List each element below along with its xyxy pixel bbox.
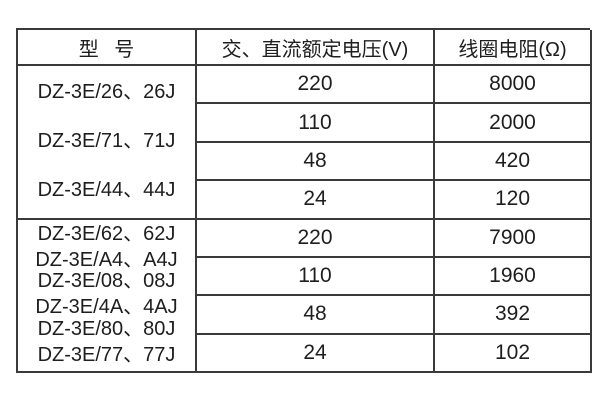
resistance-cell: 120 bbox=[435, 181, 592, 220]
voltage-cell: 48 bbox=[197, 142, 435, 182]
voltage-cell: 48 bbox=[197, 296, 435, 335]
model-name: DZ-3E/80、80J bbox=[37, 318, 176, 341]
model-name-pair: DZ-3E/A4、A4J DZ-3E/08、08J bbox=[35, 248, 178, 293]
model-name: DZ-3E/77、77J bbox=[37, 344, 176, 367]
voltage-cell: 24 bbox=[197, 334, 435, 373]
resistance-cell: 420 bbox=[435, 142, 592, 182]
model-name: DZ-3E/08、08J bbox=[37, 270, 176, 293]
resistance-cell: 2000 bbox=[435, 104, 592, 143]
voltage-cell: 220 bbox=[197, 66, 435, 105]
model-name: DZ-3E/A4、A4J bbox=[35, 248, 178, 271]
header-model: 型 号 bbox=[18, 30, 197, 66]
resistance-cell: 392 bbox=[435, 296, 592, 335]
voltage-cell: 24 bbox=[197, 181, 435, 220]
resistance-cell: 7900 bbox=[435, 219, 592, 258]
model-name: DZ-3E/44、44J bbox=[37, 179, 176, 202]
voltage-cell: 110 bbox=[197, 104, 435, 143]
relay-spec-table: 型 号 交、直流额定电压(V) 线圈电阻(Ω) DZ-3E/26、26J DZ-… bbox=[16, 28, 592, 373]
voltage-cell: 110 bbox=[197, 257, 435, 297]
model-name: DZ-3E/62、62J bbox=[37, 222, 176, 245]
resistance-cell: 102 bbox=[435, 334, 592, 373]
model-group-2: DZ-3E/62、62J DZ-3E/A4、A4J DZ-3E/08、08J D… bbox=[18, 219, 197, 373]
model-group-1: DZ-3E/26、26J DZ-3E/71、71J DZ-3E/44、44J bbox=[18, 66, 197, 220]
model-name: DZ-3E/71、71J bbox=[37, 129, 176, 152]
header-resistance: 线圈电阻(Ω) bbox=[435, 30, 592, 66]
header-voltage: 交、直流额定电压(V) bbox=[197, 30, 435, 66]
model-name-pair: DZ-3E/4A、4AJ DZ-3E/80、80J bbox=[35, 297, 177, 340]
resistance-cell: 1960 bbox=[435, 257, 592, 297]
voltage-cell: 220 bbox=[197, 219, 435, 258]
model-name: DZ-3E/26、26J bbox=[37, 80, 176, 103]
resistance-cell: 8000 bbox=[435, 66, 592, 105]
model-name: DZ-3E/4A、4AJ bbox=[35, 296, 178, 319]
